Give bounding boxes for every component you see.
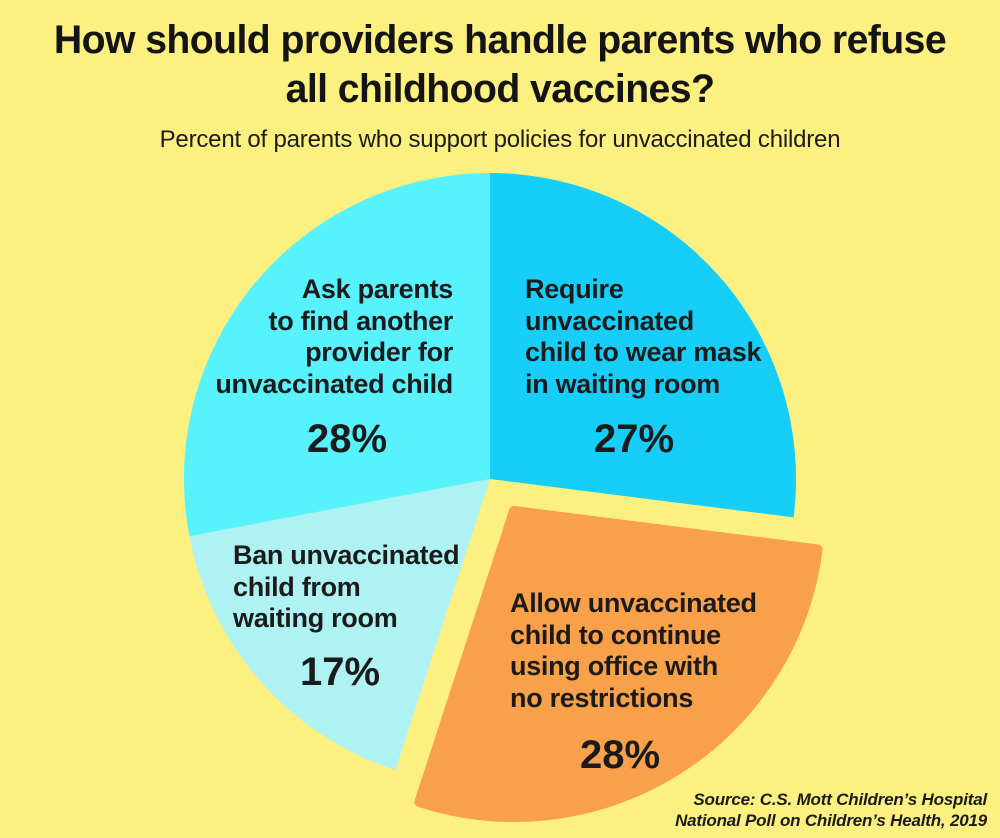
page-title-line-2: all childhood vaccines? xyxy=(285,67,715,111)
page-title-line-1: How should providers handle parents who … xyxy=(53,18,947,62)
slice-label-line: unvaccinated xyxy=(525,305,694,336)
source-attribution: Source: C.S. Mott Children’s Hospital Na… xyxy=(675,790,987,831)
page-title: How should providers handle parents who … xyxy=(0,16,1000,114)
slice-label-line: child to wear mask xyxy=(525,337,762,367)
slice-label-line: Ask parents xyxy=(301,274,454,304)
slice-label-line: provider for xyxy=(305,337,453,367)
slice-label-line: Ban unvaccinated xyxy=(233,540,460,570)
slice-label-line: Allow unvaccinated xyxy=(510,588,757,618)
slice-percent-ask-find-provider: 28% xyxy=(306,417,388,461)
slice-label-line: Require xyxy=(525,274,624,304)
slice-label-ask-find-provider: Ask parents to find another provider for… xyxy=(215,274,453,400)
source-line-2: National Poll on Children’s Health, 2019 xyxy=(675,810,987,830)
slice-label-line: using office with xyxy=(510,651,718,681)
slice-label-line: no restrictions xyxy=(510,682,694,713)
slice-label-line: to find another xyxy=(268,305,454,336)
source-line-1: Source: C.S. Mott Children’s Hospital xyxy=(693,790,987,809)
pie-slice-require-mask xyxy=(490,173,797,518)
slice-label-line: child to continue xyxy=(510,619,721,650)
slice-percent-allow-no-restrictions: 28% xyxy=(579,733,661,777)
slice-label-ban-waiting-room: Ban unvaccinated child from waiting room xyxy=(233,540,460,635)
slice-label-line: in waiting room xyxy=(525,368,720,399)
slice-percent-ban-waiting-room: 17% xyxy=(299,650,381,694)
pie-slice-ban-waiting-room xyxy=(189,479,490,770)
slice-label-line: unvaccinated child xyxy=(215,368,453,399)
slice-label-line: waiting room xyxy=(233,603,398,633)
slice-label-allow-no-restrictions: Allow unvaccinated child to continue usi… xyxy=(510,588,757,714)
slice-label-line: child from xyxy=(233,571,361,602)
slice-label-require-mask: Require unvaccinated child to wear mask … xyxy=(525,274,762,400)
pie-slice-ask-find-provider xyxy=(183,173,490,537)
slice-percent-require-mask: 27% xyxy=(593,417,675,461)
page-subtitle: Percent of parents who support policies … xyxy=(159,126,841,153)
pie-slice-allow-no-restrictions xyxy=(414,506,823,822)
